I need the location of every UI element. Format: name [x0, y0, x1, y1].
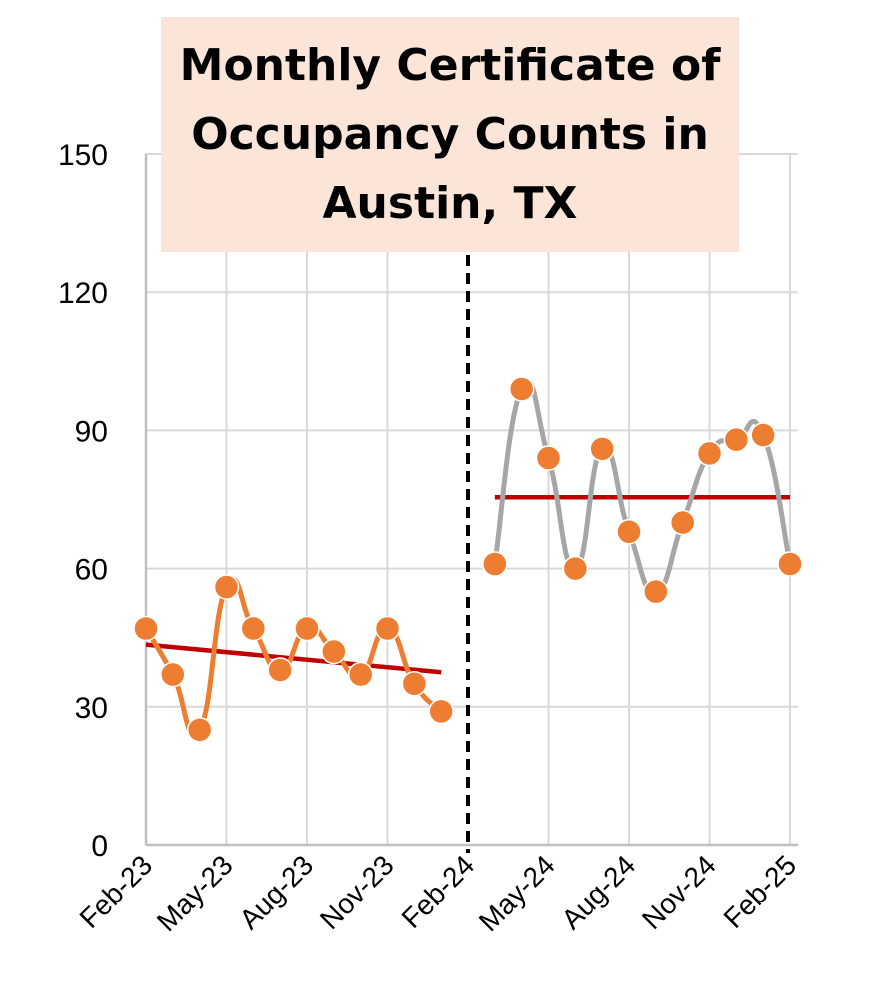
x-tick-label: Nov-23	[314, 849, 400, 935]
data-points	[133, 376, 803, 743]
data-point	[374, 615, 401, 642]
data-point	[508, 376, 535, 402]
data-point	[160, 661, 186, 688]
data-point	[562, 555, 589, 582]
trend-lines	[145, 494, 790, 675]
data-point	[347, 661, 374, 688]
data-point	[213, 574, 240, 600]
x-tick-label: Aug-24	[555, 849, 641, 935]
x-tick-label: May-24	[473, 849, 561, 937]
x-tick-label: Feb-23	[74, 849, 159, 934]
series-lines	[143, 379, 793, 738]
y-tick-label: 30	[75, 692, 108, 725]
x-tick-label: Feb-25	[718, 849, 803, 934]
data-point	[267, 657, 293, 683]
x-tick-label: Feb-24	[396, 849, 481, 934]
data-point	[240, 615, 267, 642]
series-line-1	[143, 577, 443, 738]
data-point	[186, 717, 213, 743]
y-tick-labels: 0 30 60 90 120 150	[58, 139, 108, 863]
data-point	[321, 638, 347, 665]
data-point	[133, 615, 159, 642]
data-point	[294, 615, 320, 642]
data-point	[777, 551, 803, 577]
y-tick-label: 60	[75, 554, 108, 587]
data-point	[616, 518, 642, 545]
trend-2023-line	[145, 642, 442, 675]
data-point	[669, 509, 696, 536]
chart-title-line-1: Monthly Certificate of	[179, 40, 721, 91]
data-point	[589, 436, 615, 462]
data-point	[428, 698, 454, 725]
chart-title-line-2: Occupancy Counts in	[191, 109, 709, 160]
y-tick-label: 0	[91, 830, 108, 863]
x-tick-label: Nov-24	[636, 849, 722, 935]
grid	[146, 153, 798, 845]
data-point	[696, 440, 723, 467]
chart-title: Monthly Certificate of Occupancy Counts …	[161, 17, 739, 252]
data-point	[643, 578, 669, 605]
data-point	[535, 445, 562, 471]
data-point	[750, 422, 776, 448]
series-line-2	[492, 379, 793, 595]
axes	[144, 154, 798, 853]
data-point	[482, 551, 508, 577]
data-point	[723, 426, 750, 453]
x-tick-label: May-23	[151, 849, 239, 937]
y-tick-label: 120	[58, 277, 108, 310]
data-point	[401, 671, 428, 697]
y-tick-label: 150	[58, 139, 108, 172]
x-tick-label: Aug-23	[233, 849, 319, 935]
y-tick-label: 90	[75, 415, 108, 448]
chart-title-line-3: Austin, TX	[322, 178, 578, 229]
x-tick-labels: Feb-23May-23Aug-23Nov-23Feb-24May-24Aug-…	[74, 849, 803, 937]
